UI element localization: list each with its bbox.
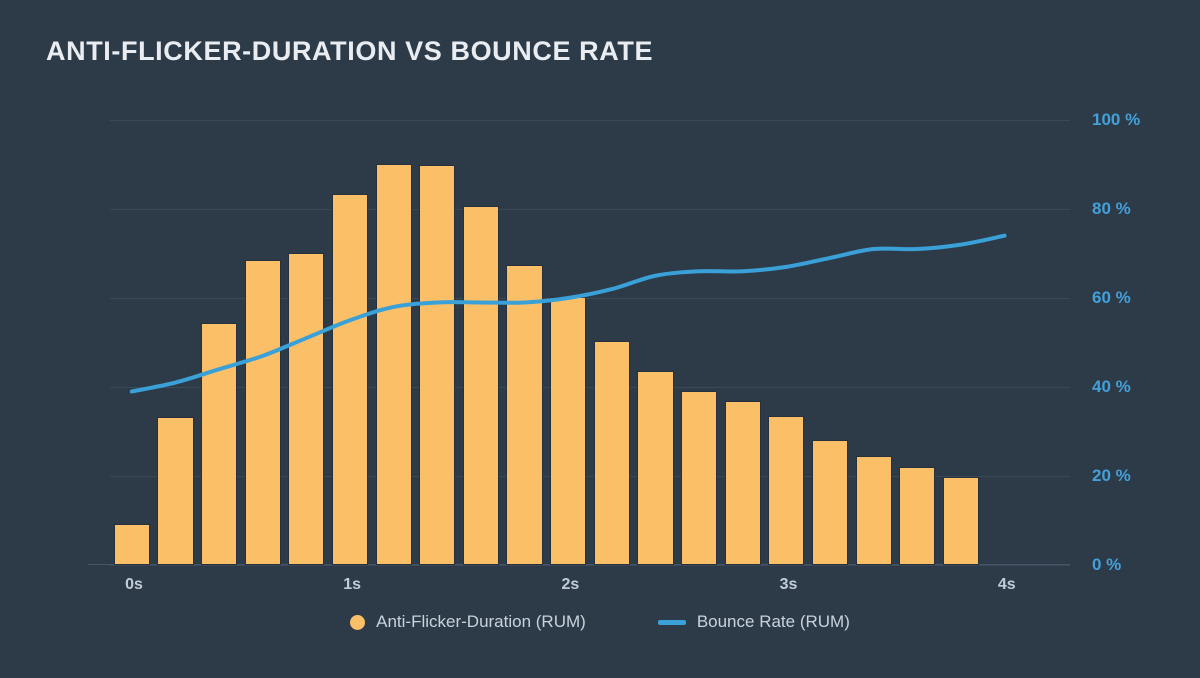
x-axis-tick-label: 3s — [779, 576, 798, 593]
bar[interactable] — [942, 476, 979, 565]
bar[interactable] — [899, 467, 936, 565]
bar[interactable] — [680, 390, 718, 565]
page-title: ANTI-FLICKER-DURATION VS BOUNCE RATE — [46, 36, 654, 66]
x-axis-tick-label: 0s — [125, 576, 143, 593]
legend-label: Anti-Flicker-Duration (RUM) — [376, 612, 586, 631]
bar[interactable] — [855, 455, 892, 565]
gridline — [110, 476, 1070, 477]
x-axis-tick-label: 2s — [561, 576, 580, 593]
legend-label: Bounce Rate (RUM) — [696, 612, 850, 631]
right-axis-tick-label: 20 % — [1092, 466, 1131, 485]
bar[interactable] — [113, 524, 150, 565]
bar[interactable] — [288, 252, 325, 565]
bar[interactable] — [768, 416, 805, 565]
x-axis-tick-label: 1s — [343, 576, 362, 593]
legend-dot-icon — [350, 614, 366, 630]
bar[interactable] — [244, 259, 281, 565]
bar[interactable] — [811, 439, 849, 565]
plot-area: 0100200300400500 0 %20 %40 %60 %80 %100 … — [88, 110, 1140, 593]
bar[interactable] — [200, 322, 238, 565]
right-axis-tick-label: 100 % — [1092, 110, 1141, 129]
gridline — [110, 209, 1070, 210]
legend-line-icon — [657, 619, 686, 625]
right-axis-tick-label: 40 % — [1092, 377, 1131, 396]
bar[interactable] — [157, 417, 194, 565]
gridline — [110, 120, 1070, 121]
right-axis-tick-label: 0 % — [1092, 555, 1122, 574]
bar[interactable] — [637, 370, 674, 565]
legend: Anti-Flicker-Duration (RUM) Bounce Rate … — [0, 612, 1200, 632]
legend-item-anti-flicker-duration[interactable]: Anti-Flicker-Duration (RUM) — [350, 612, 586, 632]
x-axis-tick-label: 4s — [997, 576, 1016, 593]
bar[interactable] — [550, 297, 587, 565]
bar[interactable] — [375, 163, 412, 565]
legend-item-bounce-rate[interactable]: Bounce Rate (RUM) — [657, 612, 850, 632]
bar[interactable] — [593, 340, 630, 565]
gridline — [110, 565, 1070, 566]
right-axis-tick-label: 60 % — [1092, 288, 1131, 307]
bar[interactable] — [724, 401, 761, 565]
bar[interactable] — [419, 165, 456, 565]
bar[interactable] — [462, 206, 499, 565]
bar[interactable] — [506, 265, 543, 565]
right-axis-tick-label: 80 % — [1092, 199, 1131, 218]
bar[interactable] — [331, 193, 369, 565]
